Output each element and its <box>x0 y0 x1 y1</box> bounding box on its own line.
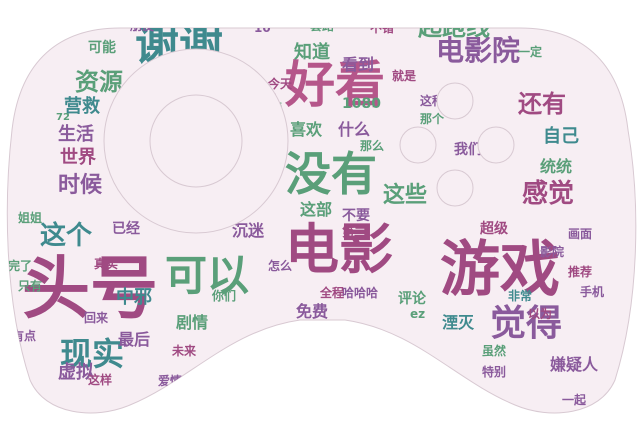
cloud-word: 好看 <box>284 56 385 114</box>
cloud-word: 最后 <box>118 330 150 349</box>
cloud-word: 可能 <box>88 39 116 56</box>
cloud-word: 这样 <box>88 372 112 387</box>
cloud-word: 电影院 <box>436 34 520 67</box>
cloud-word: 还是 <box>397 8 423 23</box>
cloud-word: 支持 <box>487 14 512 29</box>
cloud-word: 电影 <box>285 218 393 281</box>
cloud-word: 什么 <box>338 120 370 139</box>
cloud-word: 嫌疑人 <box>549 355 599 374</box>
cloud-word: 喜欢 <box>290 120 323 139</box>
cloud-word: 套路 <box>309 18 335 33</box>
cloud-word: 私信 <box>251 90 276 105</box>
cloud-word: 分享 <box>214 6 238 21</box>
cloud-words: 头号游戏电影好看谢谢没有可以觉得现实电影院起跑线还有资源感觉这个这些一个时候世界… <box>8 6 604 407</box>
cloud-word: 不错 <box>370 20 394 35</box>
cloud-word: 资源 <box>75 68 123 96</box>
cloud-word: 这些 <box>383 182 427 208</box>
cloud-word: 只有 <box>18 278 42 293</box>
cloud-word: 看到 <box>341 55 374 74</box>
cloud-word: 可以 <box>165 251 249 300</box>
cloud-word: 1080 <box>342 96 381 112</box>
button-right <box>477 126 515 164</box>
cloud-word: 恐怖 <box>110 10 134 25</box>
button-bottom <box>436 169 474 207</box>
cloud-word: 我们 <box>454 141 482 158</box>
cloud-word: 剧情 <box>176 313 208 332</box>
cloud-word: 完了 <box>8 258 32 273</box>
cloud-word: 营救 <box>64 95 100 117</box>
cloud-word: 虚拟 <box>58 361 94 383</box>
cloud-word: 头号 <box>22 250 158 329</box>
cloud-word: 非常 <box>508 288 532 303</box>
button-left <box>399 126 437 164</box>
cloud-word: 你们 <box>211 288 236 303</box>
cloud-word: 免费 <box>296 302 328 321</box>
cloud-word: 不要 <box>342 208 370 224</box>
cloud-word: 一定 <box>518 44 542 59</box>
cloud-word: 哈哈哈 <box>342 285 378 300</box>
cloud-word: 中邪 <box>116 286 152 308</box>
cloud-word: 今天 <box>267 76 293 91</box>
cloud-word: 这个 <box>40 220 93 251</box>
cloud-word: 有点 <box>12 328 36 343</box>
cloud-word: 生活 <box>58 123 94 145</box>
cloud-word: 觉得 <box>490 303 562 344</box>
cloud-word: 朋友 <box>129 18 154 33</box>
cloud-word: 超级 <box>479 220 509 237</box>
cloud-word: 评论 <box>398 290 427 307</box>
left-stick-cap <box>149 94 243 188</box>
cloud-word: 这部 <box>300 200 332 219</box>
cloud-word: 已经 <box>112 220 140 237</box>
cloud-word: 以为 <box>528 306 552 321</box>
cloud-word: 画面 <box>568 227 592 241</box>
cloud-word: 特效 <box>175 6 200 21</box>
cloud-word: 自己 <box>543 125 579 147</box>
cloud-word: 那么 <box>360 138 384 153</box>
cloud-word: 就是 <box>392 68 417 83</box>
cloud-word: ez <box>410 307 425 321</box>
cloud-word: 一起 <box>562 392 587 407</box>
cloud-word: 全程 <box>319 285 344 300</box>
cloud-word: 虽然 <box>482 343 506 358</box>
cloud-word: 特别 <box>482 364 506 379</box>
cloud-word: 72 <box>56 112 70 123</box>
cloud-word: 世界 <box>60 147 96 168</box>
cloud-word: 10 <box>254 21 271 35</box>
cloud-word: 未来 <box>171 343 197 358</box>
cloud-word: 现实 <box>60 335 124 373</box>
cloud-word: vip <box>10 372 27 383</box>
cloud-word: 没有 <box>285 147 377 201</box>
cloud-word: 影院 <box>540 244 564 259</box>
left-stick-ring <box>103 48 289 234</box>
cloud-word: 知道 <box>294 41 330 63</box>
cloud-word: 怎么 <box>268 258 292 273</box>
cloud-word: 这种 <box>420 93 444 108</box>
cloud-word: 沉迷 <box>232 221 265 240</box>
cloud-word: 爱情 <box>158 373 182 388</box>
cloud-word: 湮灭 <box>442 313 475 332</box>
cloud-word: 11 <box>138 162 152 173</box>
cloud-word: 统统 <box>540 157 572 176</box>
cloud-word: 游戏 <box>440 235 560 305</box>
cloud-word: 姐姐 <box>18 210 42 225</box>
cloud-word: 时候 <box>58 173 103 198</box>
cloud-word: 手机 <box>580 284 604 299</box>
cloud-word: 友情 <box>257 100 282 115</box>
cloud-word: 回来 <box>84 310 109 325</box>
cloud-word: 推荐 <box>568 264 592 279</box>
controller-buttons <box>103 48 515 234</box>
cloud-word: 还有 <box>518 90 566 118</box>
cloud-word: 应该 <box>192 188 216 203</box>
cloud-word: 起跑线 <box>417 13 490 41</box>
cloud-word: 感觉 <box>522 179 574 209</box>
cloud-word: 真实 <box>94 256 118 271</box>
cloud-word: 开始 <box>180 193 204 208</box>
cloud-word: 那个 <box>420 111 445 126</box>
cloud-word: 睡着 <box>262 6 286 21</box>
cloud-word: 第二 <box>342 224 366 239</box>
button-top <box>436 82 474 120</box>
